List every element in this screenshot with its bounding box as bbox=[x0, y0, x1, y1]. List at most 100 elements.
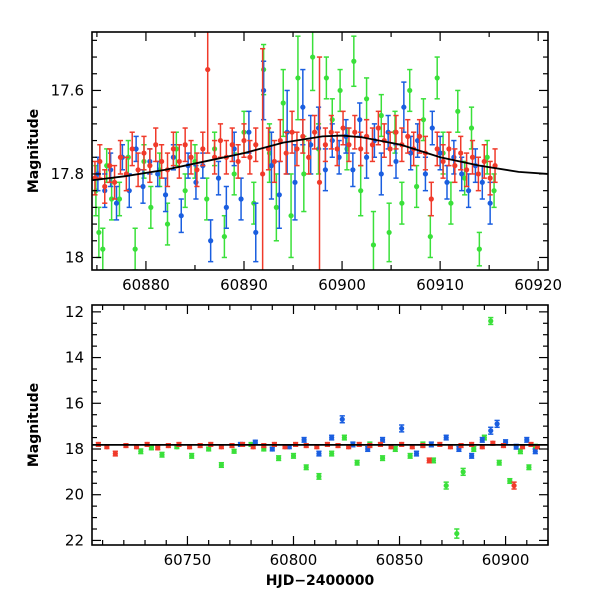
data-point bbox=[479, 436, 485, 443]
data-point bbox=[488, 316, 494, 326]
data-point bbox=[269, 446, 275, 452]
x-tick-label: 60880 bbox=[122, 276, 170, 294]
data-point bbox=[273, 173, 279, 242]
series-green bbox=[138, 316, 538, 539]
data-point bbox=[126, 173, 132, 209]
y-axis-label: Magnitude bbox=[26, 383, 42, 467]
plot-area bbox=[92, 32, 548, 270]
data-point bbox=[429, 110, 435, 146]
data-point bbox=[401, 81, 407, 133]
data-point bbox=[133, 135, 139, 163]
data-point bbox=[329, 123, 335, 159]
data-point bbox=[111, 164, 118, 200]
data-point bbox=[363, 118, 370, 154]
data-point bbox=[268, 131, 275, 200]
data-point bbox=[301, 135, 307, 213]
data-point bbox=[460, 467, 466, 477]
data-point bbox=[238, 177, 244, 221]
data-point bbox=[271, 139, 277, 184]
data-point bbox=[182, 173, 188, 209]
data-point bbox=[420, 98, 427, 142]
data-point bbox=[354, 459, 360, 466]
data-point bbox=[329, 434, 335, 441]
data-point bbox=[300, 118, 306, 154]
data-point bbox=[452, 148, 458, 184]
data-point bbox=[194, 152, 200, 188]
data-point bbox=[491, 173, 497, 209]
data-point bbox=[132, 227, 138, 270]
data-point bbox=[426, 457, 432, 464]
data-point bbox=[437, 135, 443, 171]
plot-frame bbox=[91, 304, 549, 546]
data-point bbox=[153, 127, 159, 163]
data-point bbox=[357, 102, 363, 138]
data-point bbox=[488, 426, 494, 435]
data-point bbox=[204, 177, 210, 221]
data-point bbox=[116, 181, 123, 217]
data-point bbox=[379, 436, 386, 443]
data-point bbox=[276, 455, 282, 462]
y-tick-label: 14 bbox=[65, 349, 84, 367]
data-point bbox=[235, 143, 241, 179]
model-curve bbox=[92, 134, 548, 182]
data-point bbox=[392, 445, 398, 453]
data-point bbox=[113, 185, 120, 221]
data-point bbox=[294, 131, 300, 167]
y-tick-label: 22 bbox=[65, 531, 84, 549]
data-point bbox=[280, 68, 286, 138]
data-point bbox=[481, 143, 487, 179]
y-tick-label: 20 bbox=[65, 486, 84, 504]
data-point bbox=[316, 472, 322, 480]
data-point bbox=[484, 139, 490, 175]
data-point bbox=[159, 143, 165, 179]
data-point bbox=[407, 452, 413, 459]
x-tick-label: 60900 bbox=[318, 276, 366, 294]
data-point bbox=[312, 114, 318, 150]
data-point bbox=[476, 231, 482, 267]
data-point bbox=[252, 439, 258, 445]
data-point bbox=[288, 173, 294, 259]
data-point bbox=[211, 139, 218, 175]
bottom-panel: 60750 60800 60850 60900 12 14 16 18 20 22 Magnitud… bbox=[26, 303, 549, 589]
data-point bbox=[337, 68, 343, 113]
data-point bbox=[289, 110, 295, 154]
data-point bbox=[100, 227, 106, 270]
data-point bbox=[378, 93, 384, 138]
data-point bbox=[464, 152, 470, 188]
data-point bbox=[102, 169, 108, 204]
data-point bbox=[492, 148, 498, 184]
data-point bbox=[112, 450, 118, 457]
data-point bbox=[189, 452, 195, 459]
data-point bbox=[358, 164, 364, 217]
data-point bbox=[141, 135, 147, 171]
data-point bbox=[140, 169, 146, 204]
data-point bbox=[206, 446, 212, 452]
data-point bbox=[107, 148, 113, 184]
data-point bbox=[328, 114, 334, 150]
data-point bbox=[408, 135, 414, 171]
x-tick-label: 60900 bbox=[482, 551, 530, 569]
data-point bbox=[323, 56, 329, 100]
data-point bbox=[188, 139, 194, 175]
data-point bbox=[416, 118, 423, 154]
data-point bbox=[303, 464, 309, 471]
data-point bbox=[428, 181, 434, 217]
y-axis-label: Magnitude bbox=[26, 109, 42, 193]
data-point bbox=[231, 448, 237, 454]
data-point bbox=[427, 214, 433, 259]
data-point bbox=[507, 477, 513, 485]
plot-area bbox=[92, 316, 548, 539]
data-point bbox=[182, 127, 188, 163]
data-point bbox=[532, 448, 538, 455]
y-tick-label: 18 bbox=[65, 248, 84, 266]
data-point bbox=[208, 219, 214, 263]
data-point bbox=[159, 451, 165, 458]
data-point bbox=[378, 152, 384, 196]
data-point bbox=[468, 106, 475, 150]
data-point bbox=[322, 127, 328, 163]
x-axis-label: HJD−2400000 bbox=[266, 573, 375, 589]
data-point bbox=[346, 127, 352, 163]
data-point bbox=[496, 459, 502, 466]
data-point bbox=[97, 143, 103, 179]
